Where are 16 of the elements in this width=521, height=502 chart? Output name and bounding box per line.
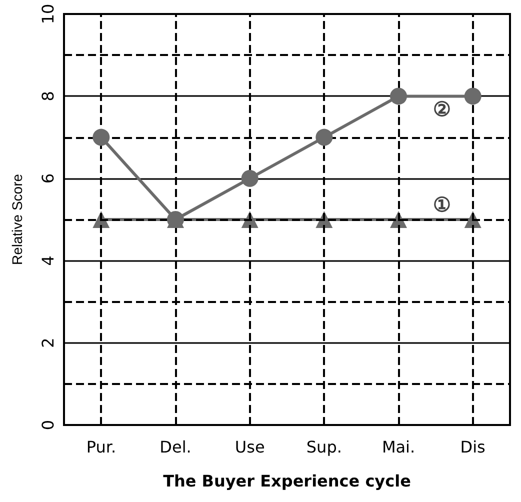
series-label: ① [432,194,451,216]
x-tick-label: Pur. [86,438,116,456]
y-tick-label: 2 [38,338,58,348]
y-tick-label: 6 [38,173,58,184]
x-tick-label: Mai. [382,438,416,456]
y-axis-title: Relative Score [9,174,25,266]
y-tick-label: 0 [38,420,58,430]
series-label: ② [432,99,451,122]
y-tick-label: 10 [38,4,58,24]
y-tick-label: 4 [38,256,58,266]
x-axis-title: The Buyer Experience cycle [163,472,412,490]
x-tick-label: Sup. [306,438,342,456]
x-tick-label: Del. [160,438,192,456]
y-tick-label: 8 [38,91,58,102]
x-tick-label: Dis [460,438,486,456]
x-tick-label: Use [234,438,265,456]
